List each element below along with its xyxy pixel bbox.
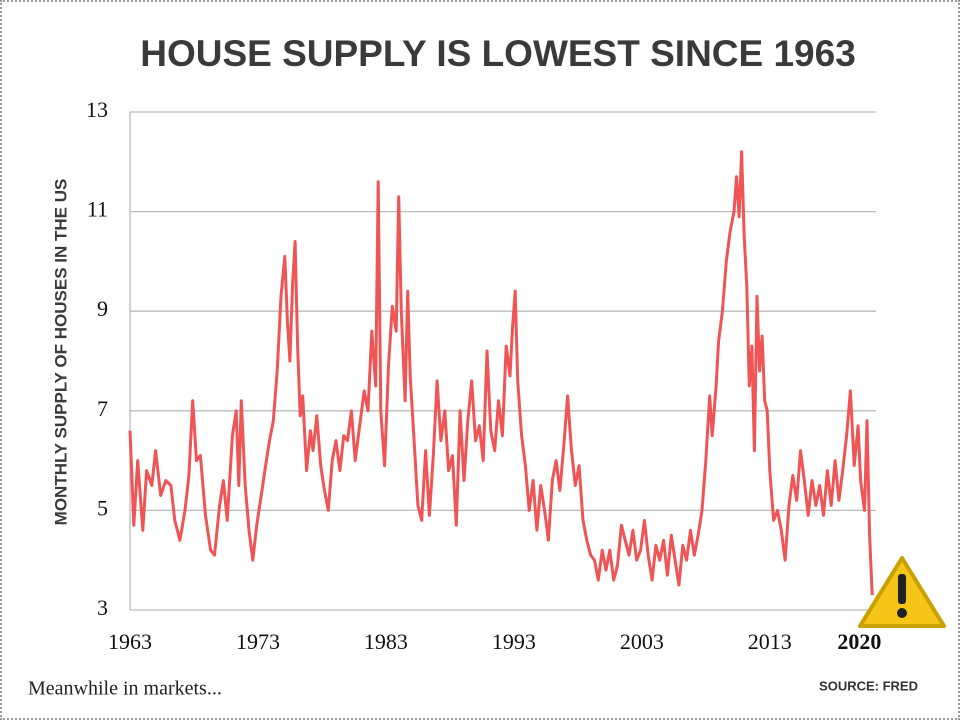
y-tick-label: 7 [97, 396, 108, 421]
data-line [128, 150, 874, 596]
x-tick-label: 2020 [837, 629, 881, 654]
y-tick-label: 3 [97, 595, 108, 620]
y-tick-label: 11 [87, 197, 108, 222]
y-tick-label: 13 [86, 97, 108, 122]
x-tick-label: 2003 [620, 629, 664, 654]
brand: Meanwhile in markets... [28, 678, 222, 700]
y-tick-label: 9 [97, 296, 108, 321]
warning-icon [858, 556, 946, 628]
x-tick-label: 1973 [236, 629, 280, 654]
chart-title: HOUSE SUPPLY IS LOWEST SINCE 1963 [140, 33, 856, 74]
x-tick-label: 1983 [364, 629, 408, 654]
x-tick-label: 1993 [492, 629, 536, 654]
x-tick-label: 1963 [108, 629, 152, 654]
y-axis-label: MONTHLY SUPPLY OF HOUSES IN THE US [51, 179, 70, 526]
source: SOURCE: FRED [819, 678, 918, 693]
x-tick-label: 2013 [748, 629, 792, 654]
y-tick-label: 5 [97, 495, 108, 520]
